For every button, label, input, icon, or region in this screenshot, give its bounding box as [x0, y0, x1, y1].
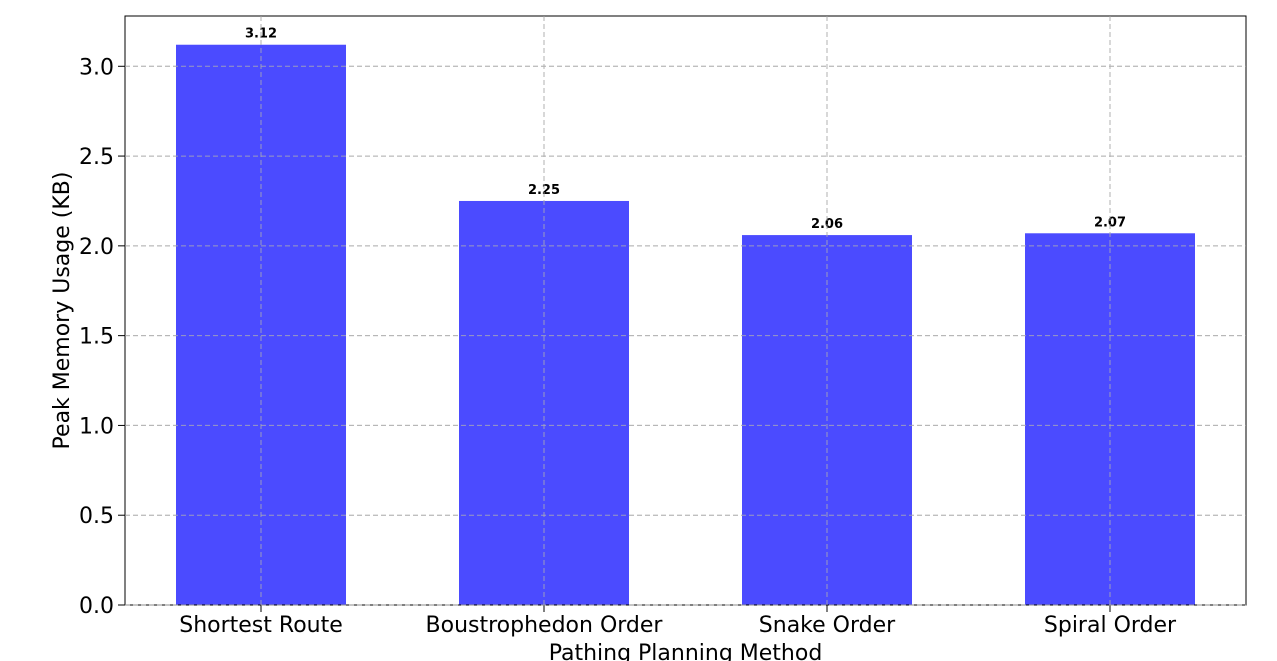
x-gridlines — [260, 16, 1111, 605]
y-axis-title: Peak Memory Usage (KB) — [50, 172, 75, 450]
bars — [176, 44, 1195, 606]
x-tick-label: Boustrophedon Order — [426, 613, 664, 638]
x-axis-ticks: Shortest Route Boustrophedon Order Snake O… — [179, 605, 1177, 638]
y-axis-ticks: 0.0 0.5 1.0 1.5 2.0 2.5 3.0 — [79, 55, 125, 619]
x-axis-title: Pathing Planning Method — [549, 641, 823, 661]
x-tick-label: Shortest Route — [179, 613, 343, 638]
y-tick-label: 1.0 — [79, 414, 114, 439]
x-tick-label: Spiral Order — [1044, 613, 1177, 638]
data-labels: 3.122.252.06 2.07 — [245, 27, 1126, 232]
bar-value-label: 2.07 — [1094, 215, 1126, 230]
y-tick-label: 3.0 — [79, 55, 114, 80]
y-tick-label: 2.0 — [79, 235, 114, 260]
y-tick-label: 1.5 — [79, 325, 114, 350]
bar-value-label: 2.25 — [528, 183, 560, 198]
y-gridlines-over-bars — [125, 65, 1246, 606]
x-gridlines-over-bars — [260, 16, 1111, 605]
y-tick-label: 0.0 — [79, 594, 114, 619]
x-tick-label: Snake Order — [759, 613, 896, 638]
y-tick-label: 2.5 — [79, 145, 114, 170]
y-tick-label: 0.5 — [79, 504, 114, 529]
